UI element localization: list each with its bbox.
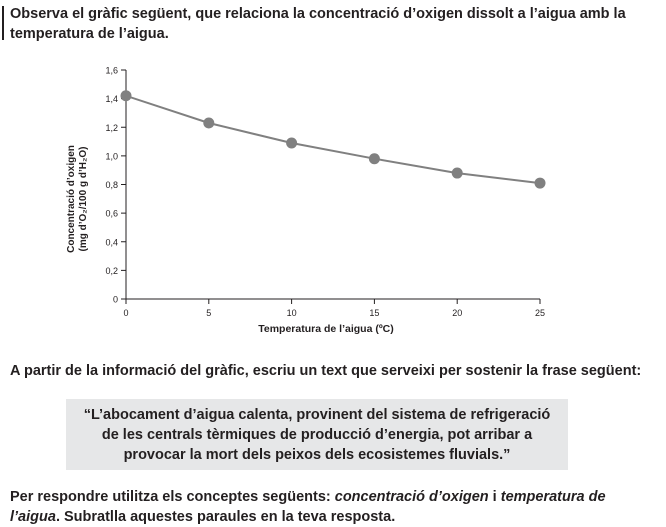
- term-oxygen-concentration: concentració d’oxigen: [334, 489, 489, 505]
- x-tick-label: 5: [206, 308, 211, 318]
- chart-axes: [125, 70, 540, 300]
- data-point: [451, 167, 463, 179]
- y-tick-label: 0,8: [105, 180, 118, 190]
- intro-text: Observa el gràfic següent, que relaciona…: [10, 6, 626, 42]
- y-axis-label-line1: Concentració d’oxigen: [66, 145, 77, 253]
- y-tick-label: 0: [113, 295, 118, 305]
- instructions-middle: i: [488, 489, 501, 505]
- quote-box: “L’abocament d’aigua calenta, provinent …: [66, 399, 568, 470]
- y-tick-label: 0,6: [105, 209, 118, 219]
- series-line: [125, 94, 541, 185]
- y-tick-label: 1,6: [105, 66, 118, 76]
- y-tick-label: 0,2: [105, 266, 118, 276]
- chart-ticks: 0 0,2 0,4 0,6 0,8 1,0 1,2 1,4 1,6 0 5 10 15 20 25: [105, 66, 545, 319]
- x-tick-label: 0: [123, 308, 128, 318]
- x-axis-label: Temperatura de l’aigua (ºC): [258, 323, 394, 335]
- data-point: [368, 153, 380, 165]
- data-point: [120, 90, 132, 102]
- instructions-after: . Subratlla aquestes paraules en la teva…: [55, 509, 396, 525]
- y-tick-label: 0,4: [105, 237, 118, 247]
- data-point: [286, 137, 298, 149]
- data-point: [534, 177, 546, 189]
- quote-text: “L’abocament d’aigua calenta, provinent …: [83, 406, 551, 463]
- x-tick-label: 10: [287, 308, 297, 318]
- question-text: A partir de la informació del gràfic, es…: [10, 363, 642, 379]
- x-tick-label: 20: [452, 308, 462, 318]
- x-tick-label: 25: [535, 308, 545, 318]
- instructions-text: Per respondre utilitza els conceptes seg…: [10, 487, 650, 527]
- left-rule: [2, 6, 4, 40]
- x-tick-label: 15: [369, 308, 379, 318]
- series-points: [120, 90, 546, 189]
- data-point: [203, 117, 215, 129]
- term-water-temperature: temperatura de l’aigua: [10, 489, 606, 525]
- y-axis-label-line2: (mg d’O₂/100 g d’H₂O): [78, 146, 89, 251]
- oxygen-temperature-chart: 0 0,2 0,4 0,6 0,8 1,0 1,2 1,4 1,6 0 5 10 15 20 25 Temp…: [66, 66, 546, 335]
- y-tick-label: 1,0: [105, 151, 118, 161]
- instructions-before: Per respondre utilitza els conceptes seg…: [10, 489, 335, 505]
- y-tick-label: 1,4: [105, 94, 118, 104]
- y-tick-label: 1,2: [105, 123, 118, 133]
